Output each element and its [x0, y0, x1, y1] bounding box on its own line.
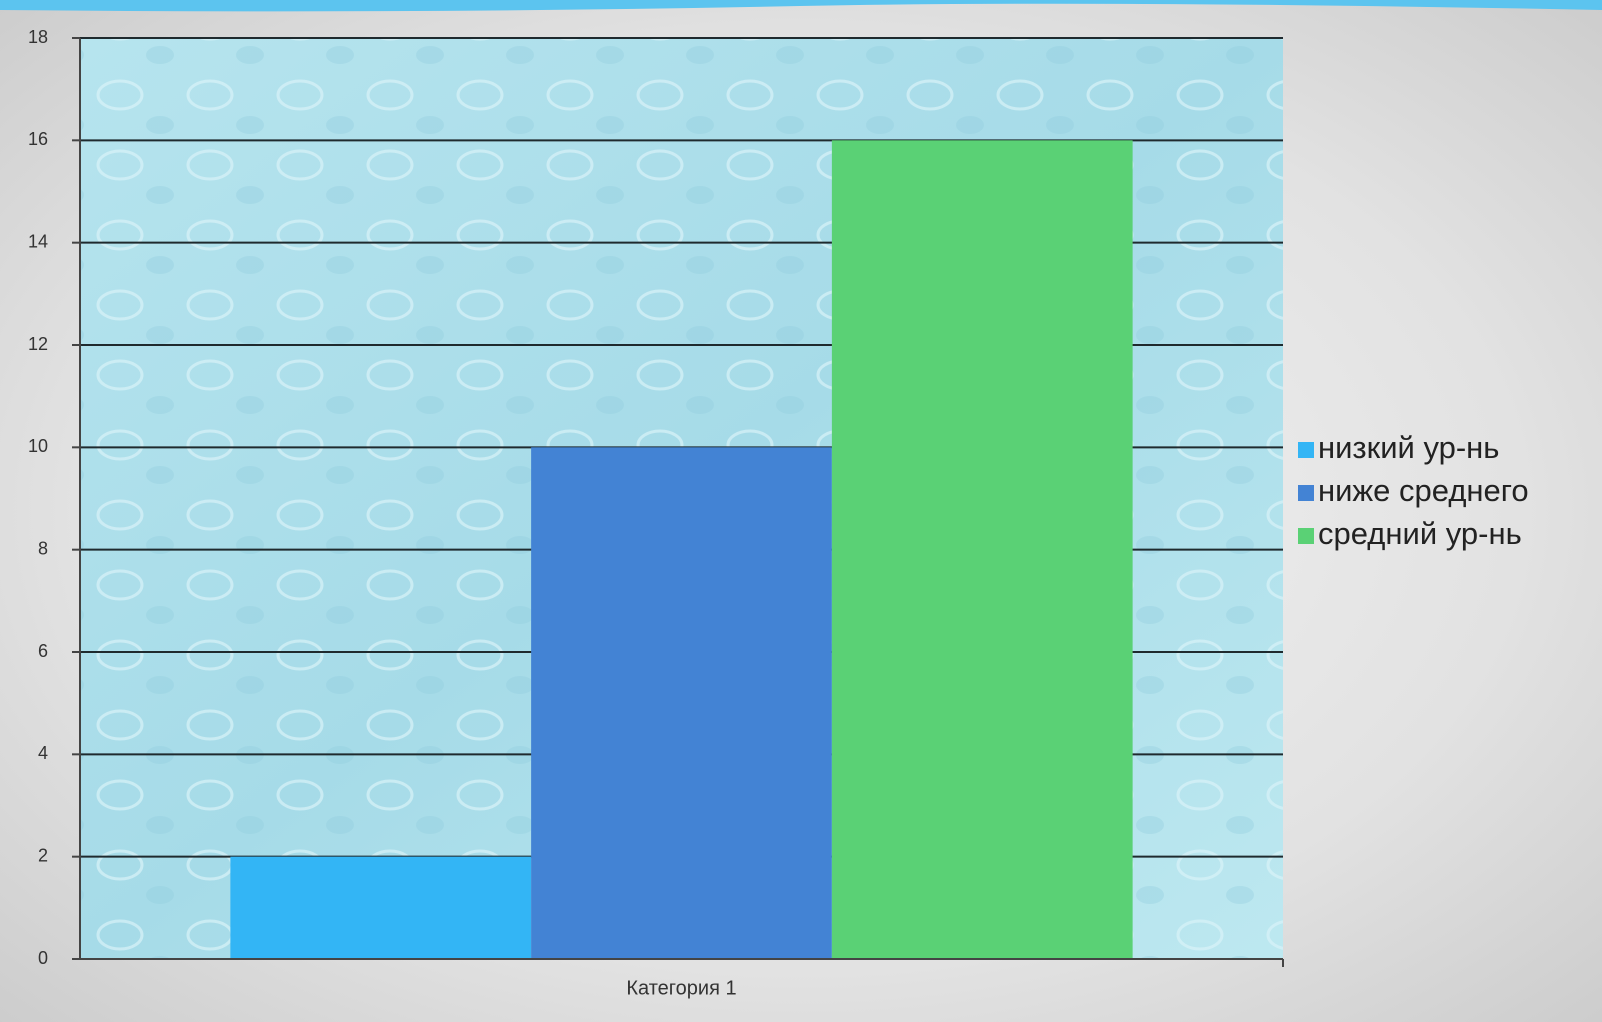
axes: 0 2 4 6 8 10 12 14 16 18 Категория 1: [28, 27, 1284, 999]
legend-swatch: [1298, 485, 1314, 501]
x-tick-label: Категория 1: [626, 977, 736, 999]
legend-label: низкий ур-нь: [1318, 430, 1499, 465]
top-band: [0, 0, 1602, 12]
legend-label: ниже среднего: [1318, 473, 1529, 508]
y-tick-label: 12: [28, 334, 48, 354]
y-tick-label: 16: [28, 129, 48, 149]
y-tick-label: 10: [28, 436, 48, 456]
legend-label: средний ур-нь: [1318, 516, 1522, 551]
legend-swatch: [1298, 442, 1314, 458]
legend: низкий ур-нь ниже среднего средний ур-нь: [1298, 430, 1529, 551]
legend-swatch: [1298, 528, 1314, 544]
y-tick-label: 14: [28, 231, 48, 251]
y-tick-label: 6: [38, 641, 48, 661]
y-tick-label: 4: [38, 743, 48, 763]
bars: [230, 140, 1133, 960]
y-tick-label: 8: [38, 538, 48, 558]
y-tick-label: 18: [28, 27, 48, 47]
bar: [531, 447, 832, 959]
bar: [831, 140, 1133, 960]
y-tick-label: 2: [38, 845, 48, 865]
bar: [230, 856, 532, 959]
y-tick-label: 0: [38, 948, 48, 968]
